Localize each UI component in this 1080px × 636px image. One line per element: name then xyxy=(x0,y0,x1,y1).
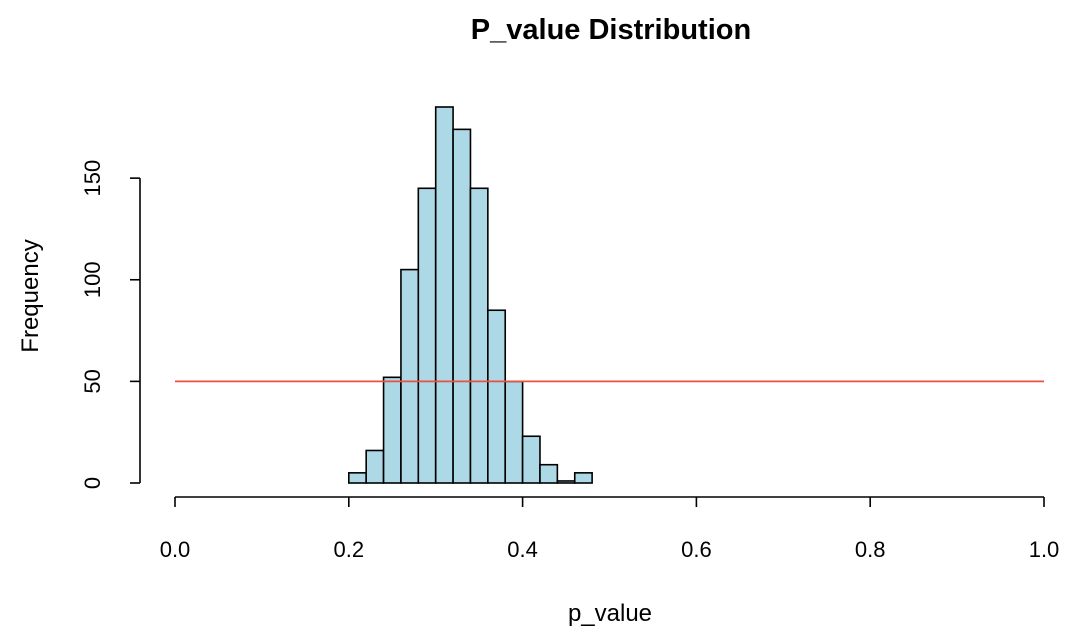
x-tick-label: 0.4 xyxy=(507,537,538,562)
histogram-bar xyxy=(539,463,559,484)
histogram-bars xyxy=(347,106,593,484)
x-tick-label: 0.0 xyxy=(160,537,191,562)
histogram-bar xyxy=(400,268,420,484)
y-tick-label: 0 xyxy=(80,477,105,489)
axes: 0.0 0.2 0.4 0.6 0.8 1.0 0 50 100 150 xyxy=(80,160,1059,562)
histogram-bar xyxy=(365,449,385,484)
histogram-bar xyxy=(434,106,454,484)
histogram-bar xyxy=(382,376,402,484)
histogram-bar xyxy=(417,187,437,484)
y-tick-label: 50 xyxy=(80,369,105,393)
chart-title: P_value Distribution xyxy=(471,14,751,46)
x-tick-label: 0.2 xyxy=(334,537,365,562)
histogram-bar xyxy=(573,472,593,484)
histogram-bar xyxy=(469,187,489,484)
y-tick-label: 150 xyxy=(80,160,105,197)
histogram-bar xyxy=(347,472,367,484)
y-tick-label: 100 xyxy=(80,261,105,298)
x-tick-label: 1.0 xyxy=(1029,537,1060,562)
histogram-bar xyxy=(504,380,524,484)
y-axis-label: Frequency xyxy=(17,239,44,352)
x-tick-label: 0.8 xyxy=(855,537,886,562)
x-axis-label: p_value xyxy=(568,600,652,627)
histogram-bar xyxy=(487,309,507,484)
x-tick-label: 0.6 xyxy=(681,537,712,562)
histogram-bar xyxy=(521,435,541,484)
histogram-bar xyxy=(452,128,472,484)
histogram-bar xyxy=(556,480,576,484)
